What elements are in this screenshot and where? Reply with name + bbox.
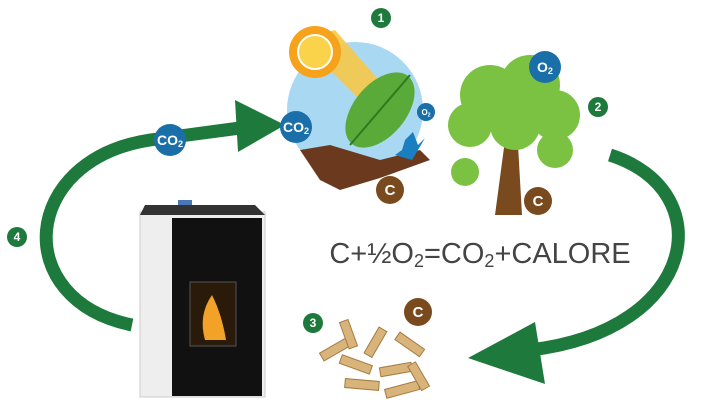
equation-subscript: 2 [414, 251, 424, 271]
pellets [320, 319, 430, 398]
o2-label-sub: 2 [428, 113, 431, 119]
step-number: 1 [378, 11, 385, 25]
co2-label-sub: 2 [178, 140, 183, 150]
equation-part: =CO [424, 238, 484, 270]
o2-label-main: O [537, 59, 548, 75]
carbon-label: C [413, 304, 424, 321]
step-number: 2 [595, 100, 602, 114]
arrow-right-head [468, 322, 545, 384]
equation-part: C+½O [329, 238, 414, 270]
co2-label-main: CO [283, 119, 304, 135]
sun [289, 26, 341, 78]
step-number: 4 [14, 230, 21, 244]
co2-label-sub: 2 [304, 127, 309, 137]
carbon-cycle-diagram: 1234CO2CO2O2O2CCCC+½O2=CO2+CALORE [0, 0, 706, 407]
equation-part: +CALORE [494, 238, 630, 270]
step-number: 3 [310, 316, 317, 330]
equation: C+½O2=CO2+CALORE [329, 238, 630, 271]
carbon-label: C [533, 193, 544, 210]
equation-subscript: 2 [484, 251, 494, 271]
carbon-label: C [385, 182, 396, 199]
page: {"steps":["1","2","3","4"], "co2_labels"… [0, 0, 706, 407]
pellet-stove [140, 200, 265, 397]
arrow-left-head [235, 100, 285, 152]
co2-label-main: CO [157, 132, 178, 148]
o2-label-sub: 2 [548, 67, 553, 77]
